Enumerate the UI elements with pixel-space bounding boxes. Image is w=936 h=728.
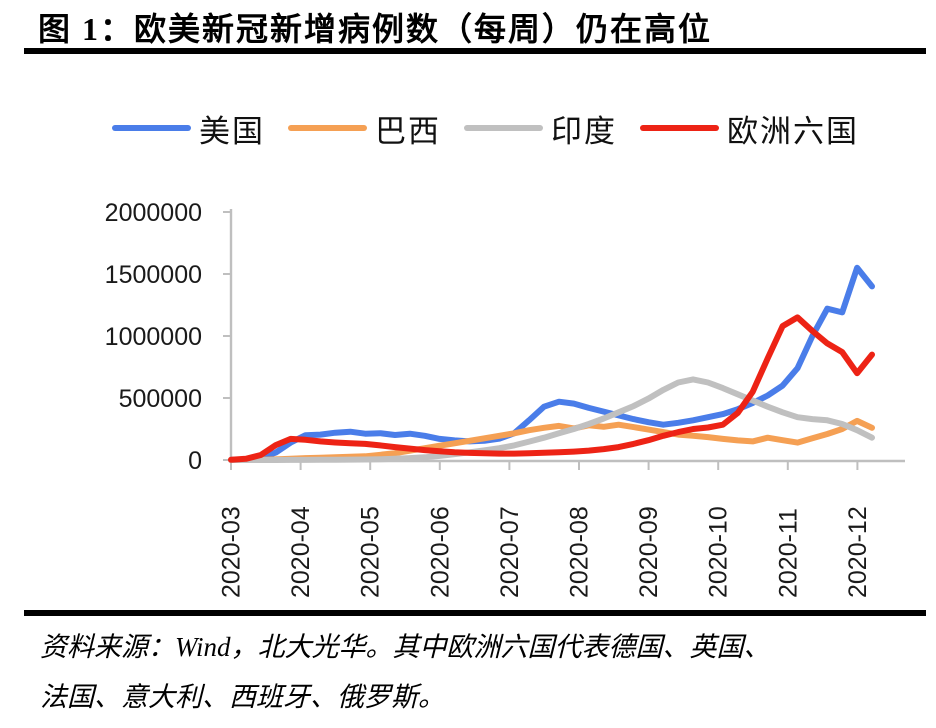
series-line-india bbox=[228, 376, 875, 463]
legend-item-india: 印度 bbox=[464, 106, 617, 151]
source-note-line1: 资料来源：Wind，北大光华。其中欧洲六国代表德国、英国、 bbox=[40, 632, 771, 662]
chart-legend: 美国 巴西 印度 欧洲六国 bbox=[112, 106, 859, 151]
x-axis-label-2020-12: 2020-12 bbox=[844, 506, 872, 598]
source-note: 资料来源：Wind，北大光华。其中欧洲六国代表德国、英国、 法国、意大利、西班牙… bbox=[40, 622, 910, 722]
legend-label-india: 印度 bbox=[551, 113, 617, 149]
source-note-line2: 法国、意大利、西班牙、俄罗斯。 bbox=[40, 682, 445, 712]
legend-item-brazil: 巴西 bbox=[288, 106, 441, 151]
series-line-us bbox=[228, 264, 875, 463]
x-axis-label-2020-05: 2020-05 bbox=[357, 506, 385, 598]
legend-swatch-india bbox=[464, 125, 543, 131]
legend-swatch-europe6 bbox=[640, 125, 719, 131]
title-divider bbox=[24, 48, 926, 54]
y-axis-label-0: 0 bbox=[188, 447, 202, 475]
y-axis-label-2000000: 2000000 bbox=[105, 199, 202, 227]
y-axis-label-1000000: 1000000 bbox=[105, 323, 202, 351]
x-axis-label-2020-10: 2020-10 bbox=[705, 506, 733, 598]
legend-item-us: 美国 bbox=[112, 106, 265, 151]
legend-label-us: 美国 bbox=[199, 113, 265, 149]
series-line-europe6 bbox=[228, 314, 875, 463]
x-axis-label-2020-03: 2020-03 bbox=[218, 506, 246, 598]
x-axis-label-2020-06: 2020-06 bbox=[426, 506, 454, 598]
y-axis-label-1500000: 1500000 bbox=[105, 261, 202, 289]
legend-label-brazil: 巴西 bbox=[375, 113, 441, 149]
y-axis-label-500000: 500000 bbox=[119, 385, 202, 413]
legend-label-europe6: 欧洲六国 bbox=[727, 113, 859, 149]
x-axis-label-2020-11: 2020-11 bbox=[774, 508, 802, 598]
legend-swatch-us bbox=[112, 125, 191, 131]
x-axis-label-2020-08: 2020-08 bbox=[566, 506, 594, 598]
x-axis-label-2020-07: 2020-07 bbox=[496, 506, 524, 598]
x-axis-label-2020-09: 2020-09 bbox=[635, 506, 663, 598]
legend-item-europe6: 欧洲六国 bbox=[640, 106, 859, 151]
figure-title: 图 1：欧美新冠新增病例数（每周）仍在高位 bbox=[38, 11, 713, 47]
legend-swatch-brazil bbox=[288, 125, 367, 131]
x-axis-label-2020-04: 2020-04 bbox=[287, 506, 315, 598]
footer-divider bbox=[24, 610, 926, 616]
